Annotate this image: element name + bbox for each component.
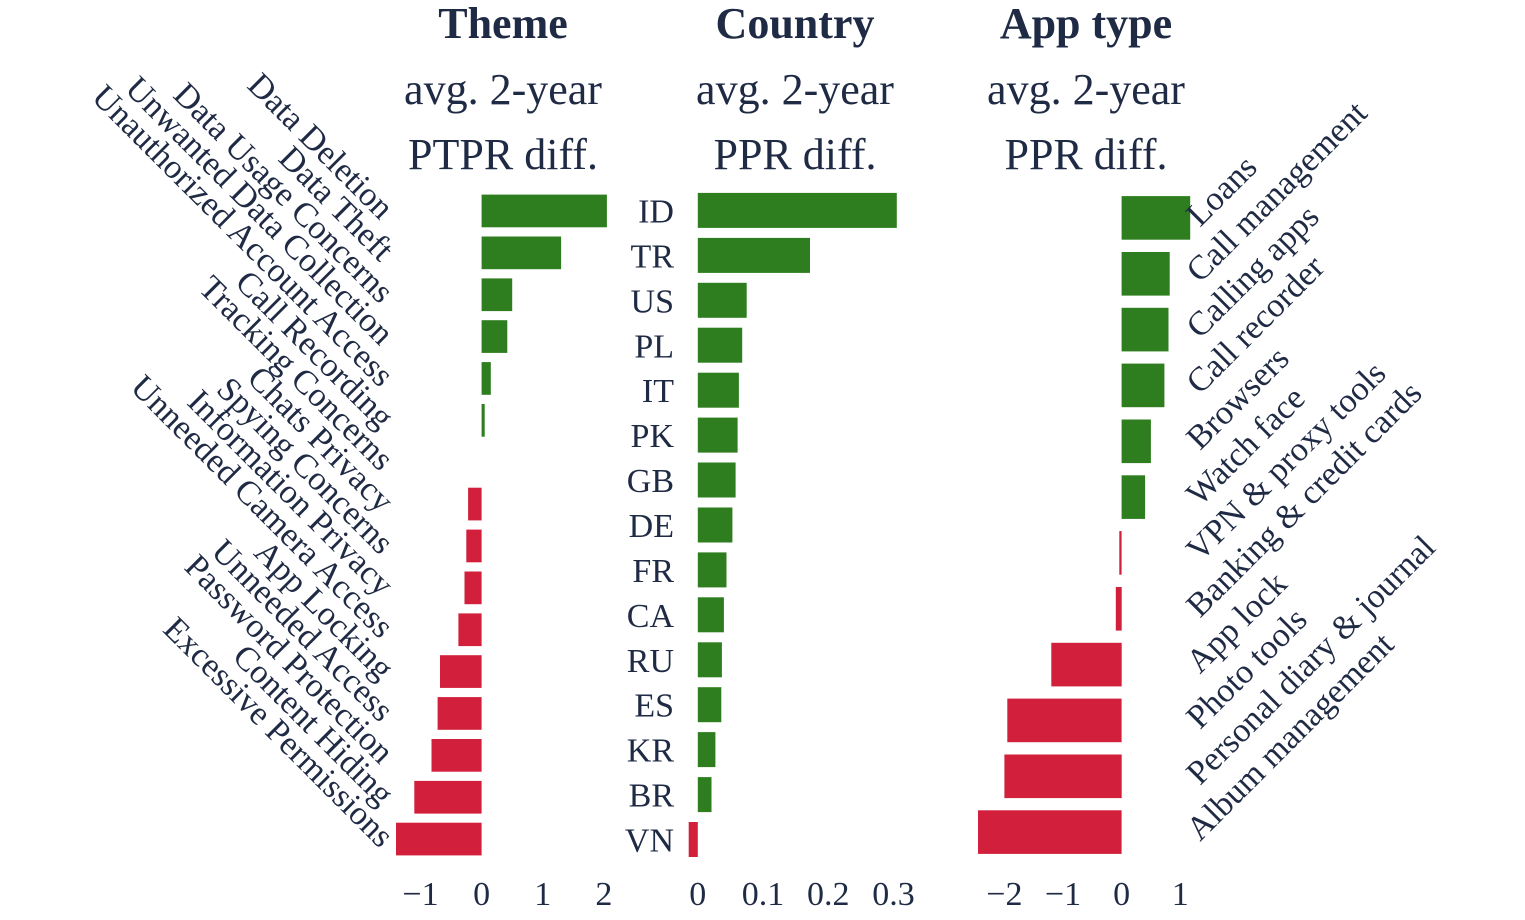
- app-type-x-tick: 1: [1172, 876, 1189, 913]
- theme-subtitle-line-2: PTPR diff.: [408, 130, 598, 179]
- country-bar-vn: [688, 822, 698, 857]
- country-bar-ca: [697, 597, 724, 633]
- app-type-bar-banking-credit-cards: [1115, 587, 1122, 631]
- country-label-us: US: [631, 283, 674, 320]
- country-bar-br: [697, 777, 712, 813]
- country-bar-es: [697, 687, 722, 723]
- country-label-gb: GB: [627, 463, 674, 500]
- app-type-bar-loans: [1121, 196, 1191, 240]
- country-bar-ru: [697, 642, 722, 678]
- theme-bar-unneeded-access: [437, 697, 482, 730]
- theme-x-tick: 1: [534, 876, 551, 913]
- country-bar-gb: [697, 462, 736, 498]
- app-type-bars: [978, 196, 1191, 854]
- country-label-ru: RU: [627, 643, 674, 680]
- theme-bar-data-deletion: [481, 194, 607, 228]
- theme-bar-chats-privacy: [468, 487, 482, 521]
- app-type-subtitle-line-1: avg. 2-year: [987, 65, 1185, 114]
- theme-bar-app-locking: [440, 655, 482, 688]
- theme-subtitle-line-1: avg. 2-year: [404, 65, 602, 114]
- country-label-pl: PL: [634, 328, 674, 365]
- country-bars: [688, 192, 897, 857]
- country-x-tick: 0.2: [807, 876, 850, 913]
- theme-bar-data-theft: [481, 236, 562, 270]
- app-type-x-tick: 0: [1113, 876, 1130, 913]
- country-subtitle-line-2: PPR diff.: [713, 130, 876, 179]
- theme-x-tick: −1: [402, 876, 438, 913]
- theme-panel: Theme avg. 2-year PTPR diff. Data Deleti…: [85, 0, 613, 913]
- country-bar-id: [697, 192, 897, 228]
- country-bar-pl: [697, 327, 743, 363]
- theme-title: Theme: [438, 0, 568, 48]
- country-label-it: IT: [642, 373, 674, 410]
- country-x-axis-ticks: 0 0.1 0.2 0.3: [689, 876, 914, 913]
- country-label-ca: CA: [627, 598, 675, 635]
- theme-bar-unneeded-camera-access: [458, 613, 482, 647]
- app-type-x-axis-ticks: −2 −1 0 1: [986, 876, 1188, 913]
- theme-bar-data-usage-concerns: [481, 278, 513, 312]
- theme-x-tick: 0: [473, 876, 490, 913]
- app-type-bar-app-lock: [1051, 642, 1122, 687]
- app-type-bar-call-management: [1121, 252, 1170, 296]
- country-panel: Country avg. 2-year PPR diff. ID TR US PL IT…: [625, 0, 915, 913]
- app-type-bar-call-recorder: [1121, 363, 1165, 408]
- country-label-br: BR: [629, 778, 675, 815]
- country-bar-it: [697, 372, 739, 408]
- app-type-bar-watch-face: [1121, 475, 1146, 519]
- country-x-tick: 0.1: [742, 876, 785, 913]
- country-bar-fr: [697, 552, 727, 588]
- theme-bar-content-hiding: [414, 780, 482, 814]
- country-label-es: ES: [634, 688, 674, 725]
- country-bar-us: [697, 282, 747, 318]
- theme-bar-unwanted-data-collection: [481, 320, 508, 353]
- theme-bar-excessive-permissions: [396, 822, 482, 856]
- country-label-tr: TR: [631, 238, 675, 275]
- country-label-vn: VN: [625, 823, 674, 860]
- country-subtitle-line-1: avg. 2-year: [696, 65, 894, 114]
- country-title: Country: [716, 0, 875, 48]
- country-label-de: DE: [629, 508, 674, 545]
- theme-bar-information-privacy: [464, 571, 482, 605]
- app-type-bar-photo-tools: [1007, 698, 1122, 743]
- theme-bar-call-recording: [481, 404, 485, 437]
- app-type-title: App type: [1000, 0, 1172, 48]
- app-type-subtitle-line-2: PPR diff.: [1004, 130, 1167, 179]
- country-label-pk: PK: [631, 418, 675, 455]
- theme-bar-password-protection: [431, 739, 482, 772]
- country-x-tick: 0.3: [872, 876, 915, 913]
- theme-x-tick: 2: [595, 876, 612, 913]
- theme-x-axis-ticks: −1 0 1 2: [402, 876, 612, 913]
- app-type-bar-browsers: [1121, 419, 1151, 464]
- country-label-fr: FR: [632, 553, 674, 590]
- country-bar-de: [697, 507, 733, 543]
- app-type-bar-personal-diary-journal: [1004, 754, 1122, 799]
- country-bar-tr: [697, 237, 810, 273]
- app-type-bar-calling-apps: [1121, 307, 1169, 352]
- country-category-labels: ID TR US PL IT PK GB DE FR CA RU ES KR BR VN: [625, 194, 675, 860]
- theme-bar-unauthorized-account-access: [481, 362, 491, 395]
- app-type-panel: App type avg. 2-year PPR diff. LoansCall…: [978, 0, 1443, 913]
- app-type-bar-vpn-proxy-tools: [1119, 531, 1122, 575]
- country-label-id: ID: [638, 194, 674, 231]
- app-type-x-tick: −1: [1045, 876, 1081, 913]
- country-x-tick: 0: [689, 876, 706, 913]
- country-bar-pk: [697, 417, 738, 453]
- app-type-x-tick: −2: [986, 876, 1022, 913]
- theme-bar-spying-concerns: [466, 529, 482, 563]
- theme-bars: [396, 194, 607, 856]
- app-type-bar-album-management: [978, 810, 1122, 854]
- country-bar-kr: [697, 732, 716, 768]
- country-label-kr: KR: [627, 733, 675, 770]
